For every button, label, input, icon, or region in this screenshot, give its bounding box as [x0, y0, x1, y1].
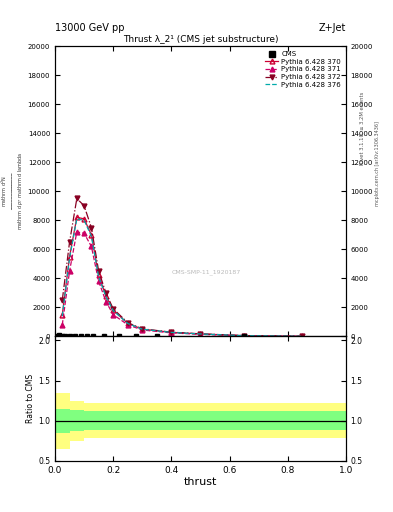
- Pythia 6.428 372: [169, 329, 174, 335]
- Pythia 6.428 376: [198, 331, 203, 337]
- Pythia 6.428 371: [140, 327, 145, 333]
- Pythia 6.428 376: [89, 233, 94, 239]
- Pythia 6.428 376: [96, 274, 101, 280]
- Pythia 6.428 370: [104, 293, 108, 299]
- Line: Pythia 6.428 376: Pythia 6.428 376: [62, 219, 302, 336]
- Pythia 6.428 370: [169, 329, 174, 335]
- Pythia 6.428 376: [125, 321, 130, 327]
- Line: Pythia 6.428 372: Pythia 6.428 372: [60, 196, 305, 338]
- Text: 13000 GeV pp: 13000 GeV pp: [55, 23, 125, 33]
- Pythia 6.428 370: [300, 333, 305, 339]
- Pythia 6.428 370: [140, 326, 145, 332]
- Pythia 6.428 376: [242, 333, 246, 339]
- Pythia 6.428 371: [242, 333, 246, 339]
- Pythia 6.428 376: [111, 308, 116, 314]
- Pythia 6.428 371: [300, 333, 305, 339]
- Text: Z+Jet: Z+Jet: [318, 23, 346, 33]
- Pythia 6.428 371: [104, 298, 108, 305]
- Pythia 6.428 372: [60, 297, 64, 303]
- Pythia 6.428 370: [242, 333, 246, 339]
- Text: CMS-SMP-11_1920187: CMS-SMP-11_1920187: [172, 270, 241, 275]
- Pythia 6.428 370: [111, 307, 116, 313]
- Pythia 6.428 371: [198, 331, 203, 337]
- Pythia 6.428 376: [67, 255, 72, 261]
- Y-axis label: 1
mathrm d$^2$N
─────────────
mathrm d $p_T$ mathrm d lambda: 1 mathrm d$^2$N ───────────── mathrm d $…: [0, 152, 25, 230]
- Pythia 6.428 376: [60, 313, 64, 319]
- Pythia 6.428 372: [242, 332, 246, 338]
- Pythia 6.428 372: [198, 331, 203, 337]
- Pythia 6.428 372: [96, 268, 101, 274]
- Pythia 6.428 376: [300, 333, 305, 339]
- Pythia 6.428 372: [111, 306, 116, 312]
- Legend: CMS, Pythia 6.428 370, Pythia 6.428 371, Pythia 6.428 372, Pythia 6.428 376: CMS, Pythia 6.428 370, Pythia 6.428 371,…: [262, 48, 344, 91]
- Pythia 6.428 370: [125, 320, 130, 326]
- Pythia 6.428 371: [75, 229, 79, 235]
- X-axis label: thrust: thrust: [184, 477, 217, 487]
- Pythia 6.428 376: [82, 217, 86, 223]
- Pythia 6.428 376: [75, 216, 79, 222]
- Pythia 6.428 370: [82, 216, 86, 222]
- Pythia 6.428 372: [300, 333, 305, 339]
- Pythia 6.428 376: [104, 293, 108, 300]
- Pythia 6.428 372: [82, 203, 86, 209]
- Pythia 6.428 372: [140, 326, 145, 332]
- Text: mcplots.cern.ch [arXiv:1306.3436]: mcplots.cern.ch [arXiv:1306.3436]: [375, 121, 380, 206]
- Pythia 6.428 371: [89, 243, 94, 249]
- Pythia 6.428 371: [82, 230, 86, 237]
- Pythia 6.428 370: [96, 272, 101, 279]
- Line: Pythia 6.428 370: Pythia 6.428 370: [60, 215, 305, 339]
- Pythia 6.428 371: [169, 330, 174, 336]
- Text: Rivet 3.1.10, ≥ 3.2M events: Rivet 3.1.10, ≥ 3.2M events: [360, 91, 365, 165]
- Pythia 6.428 372: [89, 224, 94, 230]
- Pythia 6.428 372: [67, 239, 72, 245]
- Pythia 6.428 376: [140, 326, 145, 332]
- Pythia 6.428 376: [169, 329, 174, 335]
- Pythia 6.428 370: [89, 232, 94, 238]
- Y-axis label: Ratio to CMS: Ratio to CMS: [26, 374, 35, 423]
- Pythia 6.428 372: [125, 319, 130, 326]
- Pythia 6.428 371: [67, 268, 72, 274]
- Pythia 6.428 371: [60, 322, 64, 328]
- Title: Thrust λ_2¹ (CMS jet substructure): Thrust λ_2¹ (CMS jet substructure): [123, 35, 278, 44]
- Pythia 6.428 371: [96, 278, 101, 284]
- Pythia 6.428 371: [125, 322, 130, 328]
- Pythia 6.428 372: [75, 196, 79, 202]
- Pythia 6.428 370: [67, 253, 72, 260]
- Pythia 6.428 370: [75, 215, 79, 221]
- Pythia 6.428 371: [111, 311, 116, 317]
- Pythia 6.428 372: [104, 290, 108, 296]
- Line: Pythia 6.428 371: Pythia 6.428 371: [60, 229, 305, 339]
- Pythia 6.428 370: [198, 331, 203, 337]
- Pythia 6.428 370: [60, 311, 64, 317]
